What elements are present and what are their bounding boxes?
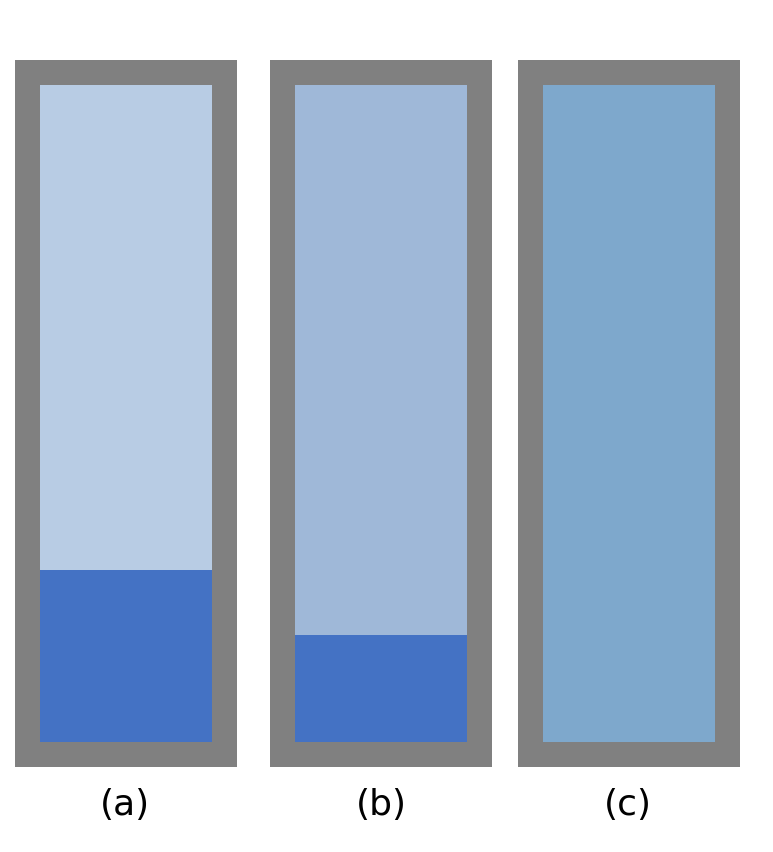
Bar [282, 635, 479, 754]
Bar [27, 72, 224, 570]
Bar [27, 570, 224, 754]
Text: (a): (a) [100, 788, 150, 822]
Text: (b): (b) [356, 788, 407, 822]
Bar [282, 72, 479, 635]
Text: (c): (c) [604, 788, 652, 822]
